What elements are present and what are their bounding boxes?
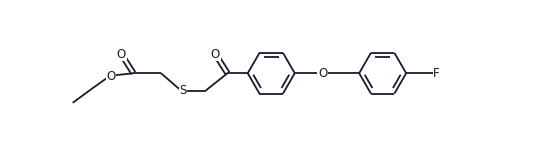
Text: O: O [318,67,327,80]
Text: O: O [117,48,126,61]
Text: F: F [433,67,440,80]
Text: O: O [211,48,220,61]
Text: S: S [179,84,187,97]
Text: O: O [107,70,116,83]
